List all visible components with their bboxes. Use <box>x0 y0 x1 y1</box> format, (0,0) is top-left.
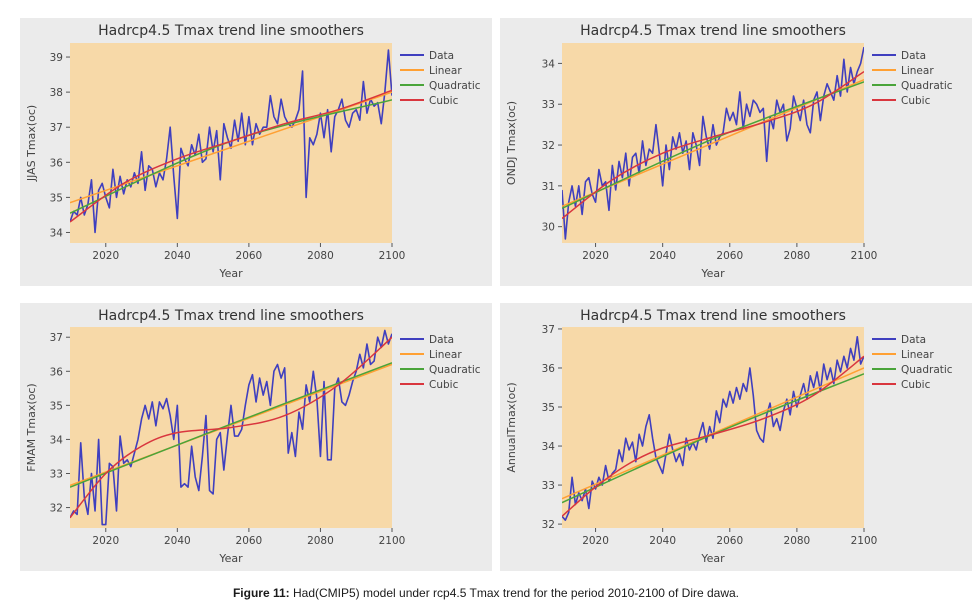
x-tick-label: 2100 <box>851 535 878 547</box>
x-tick-label: 2080 <box>307 250 334 262</box>
x-axis-label: Year <box>218 267 243 280</box>
legend-label-quadratic: Quadratic <box>429 80 481 92</box>
y-tick-label: 37 <box>542 324 555 336</box>
series-line-cubic <box>562 355 864 517</box>
series-line-data <box>70 329 392 526</box>
x-tick-label: 2040 <box>649 535 676 547</box>
series-line-linear <box>562 367 864 500</box>
chart-title: Hadrcp4.5 Tmax trend line smoothers <box>98 23 364 39</box>
y-tick-label: 35 <box>542 402 555 414</box>
chart-panel-3: Hadrcp4.5 Tmax trend line smoothers 2020 2… <box>20 303 492 571</box>
legend-label-cubic: Cubic <box>429 95 459 107</box>
y-tick-label: 32 <box>542 519 555 531</box>
series-line-linear <box>70 91 392 204</box>
legend-label-linear: Linear <box>429 65 462 77</box>
x-tick-label: 2060 <box>716 250 743 262</box>
y-axis-label: AnnualTmax(oc) <box>505 382 518 472</box>
legend-label-data: Data <box>901 334 926 346</box>
legend-label-quadratic: Quadratic <box>429 364 481 376</box>
x-tick-label: 2040 <box>164 535 191 547</box>
legend-label-cubic: Cubic <box>429 379 459 391</box>
x-tick-label: 2080 <box>784 535 811 547</box>
x-tick-label: 2100 <box>851 250 878 262</box>
y-tick-label: 34 <box>50 227 64 239</box>
y-tick-label: 34 <box>542 441 556 453</box>
chart-title: Hadrcp4.5 Tmax trend line smoothers <box>580 23 846 39</box>
y-tick-label: 36 <box>50 366 64 378</box>
series-line-data <box>562 335 864 521</box>
x-axis-label: Year <box>700 552 725 565</box>
x-tick-label: 2100 <box>379 535 406 547</box>
chart-panel-2: Hadrcp4.5 Tmax trend line smoothers 2020 2… <box>500 18 972 286</box>
x-tick-label: 2020 <box>92 535 119 547</box>
series-line-cubic <box>70 336 392 519</box>
legend-label-data: Data <box>901 50 926 62</box>
chart-panel-1: Hadrcp4.5 Tmax trend line smoothers 2020 2… <box>20 18 492 286</box>
y-tick-label: 31 <box>542 181 555 193</box>
y-tick-label: 35 <box>50 192 63 204</box>
caption-text: Had(CMIP5) model under rcp4.5 Tmax trend… <box>293 586 740 600</box>
y-tick-label: 37 <box>50 122 63 134</box>
chart-title: Hadrcp4.5 Tmax trend line smoothers <box>580 308 846 324</box>
series-line-cubic <box>562 70 864 220</box>
x-tick-label: 2100 <box>379 250 406 262</box>
y-tick-label: 36 <box>542 363 556 375</box>
chart-panel-4: Hadrcp4.5 Tmax trend line smoothers 2020 2… <box>500 303 972 571</box>
x-tick-label: 2060 <box>236 535 263 547</box>
legend-label-data: Data <box>429 50 454 62</box>
legend-label-cubic: Cubic <box>901 95 931 107</box>
y-tick-label: 34 <box>542 58 556 70</box>
y-tick-label: 37 <box>50 332 63 344</box>
figure: Hadrcp4.5 Tmax trend line smoothers 2020 2… <box>20 18 972 571</box>
x-tick-label: 2040 <box>164 250 191 262</box>
x-axis-label: Year <box>218 552 243 565</box>
legend-label-data: Data <box>429 334 454 346</box>
y-axis-label: ONDJ Tmax(oc) <box>505 101 518 185</box>
x-tick-label: 2020 <box>92 250 119 262</box>
figure-caption: Figure 11: Had(CMIP5) model under rcp4.5… <box>0 586 972 600</box>
chart-title: Hadrcp4.5 Tmax trend line smoothers <box>98 308 364 324</box>
y-tick-label: 30 <box>542 222 555 234</box>
legend-label-linear: Linear <box>429 349 462 361</box>
y-tick-label: 33 <box>50 468 63 480</box>
y-axis-label: FMAM Tmax(oc) <box>25 383 38 471</box>
x-tick-label: 2080 <box>307 535 334 547</box>
legend-label-cubic: Cubic <box>901 379 931 391</box>
x-tick-label: 2020 <box>582 250 609 262</box>
y-tick-label: 33 <box>542 480 555 492</box>
y-tick-label: 39 <box>50 52 63 64</box>
x-tick-label: 2060 <box>716 535 743 547</box>
plot-area <box>562 327 864 528</box>
x-tick-label: 2040 <box>649 250 676 262</box>
legend-label-linear: Linear <box>901 65 934 77</box>
x-tick-label: 2020 <box>582 535 609 547</box>
caption-label: Figure 11: <box>232 586 290 600</box>
y-tick-label: 32 <box>542 140 555 152</box>
y-axis-label: JJAS Tmax(oc) <box>25 105 38 182</box>
y-tick-label: 34 <box>50 434 64 446</box>
x-tick-label: 2060 <box>236 250 263 262</box>
x-tick-label: 2080 <box>784 250 811 262</box>
y-tick-label: 36 <box>50 157 64 169</box>
series-line-cubic <box>70 89 392 223</box>
y-tick-label: 32 <box>50 503 63 515</box>
y-tick-label: 35 <box>50 400 63 412</box>
legend-label-quadratic: Quadratic <box>901 364 953 376</box>
y-tick-label: 33 <box>542 99 555 111</box>
x-axis-label: Year <box>700 267 725 280</box>
legend-label-quadratic: Quadratic <box>901 80 953 92</box>
y-tick-label: 38 <box>50 87 63 99</box>
legend-label-linear: Linear <box>901 349 934 361</box>
